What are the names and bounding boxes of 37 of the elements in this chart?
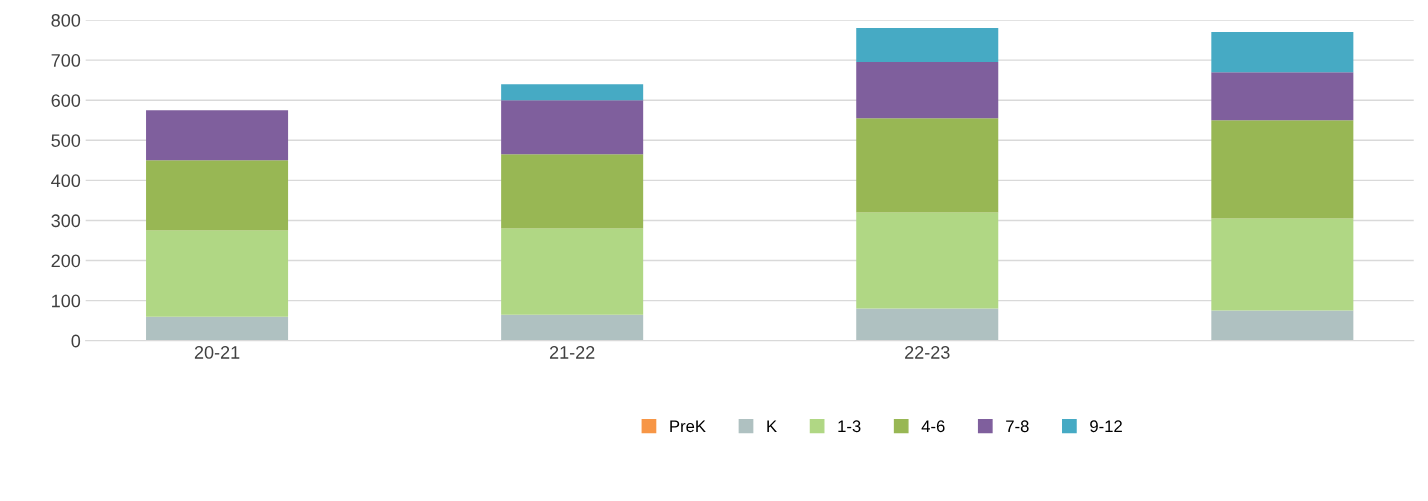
bar [1211, 32, 1354, 73]
bar [146, 316, 289, 341]
y-tick-label: 600 [51, 94, 81, 107]
bar [146, 230, 289, 317]
legend-label: PreK [670, 420, 706, 433]
bar [856, 28, 999, 63]
y-tick-label: 0 [71, 334, 81, 348]
bar [501, 314, 644, 341]
legend-label: 1-3 [838, 420, 861, 433]
x-tick-label: 22-23 [905, 346, 950, 359]
bar [501, 228, 644, 315]
bar [501, 100, 644, 155]
bar [146, 160, 289, 231]
y-tick-label: 300 [51, 214, 81, 228]
x-tick-label: 20-21 [194, 346, 240, 359]
y-tick-label: 200 [51, 254, 81, 268]
x-tick-label: 21-22 [549, 346, 595, 359]
y-tick-label: 700 [51, 54, 81, 67]
legend-label: 7-8 [1006, 420, 1029, 433]
legend-label: 4-6 [921, 420, 945, 433]
bar [856, 62, 999, 119]
bar [1211, 310, 1354, 341]
bar [1211, 120, 1354, 219]
legend-label: 9-12 [1090, 420, 1122, 433]
bar [856, 212, 999, 309]
bar [501, 84, 644, 101]
y-tick-label: 800 [51, 13, 81, 27]
legend-label: K [767, 420, 777, 432]
bar [501, 154, 644, 229]
bar [856, 308, 999, 341]
bar [146, 110, 289, 161]
y-tick-label: 500 [51, 134, 81, 147]
bar [1211, 218, 1354, 311]
y-tick-label: 100 [52, 294, 81, 308]
bar [1211, 72, 1354, 121]
y-tick-label: 400 [51, 174, 81, 188]
bar [856, 118, 999, 213]
